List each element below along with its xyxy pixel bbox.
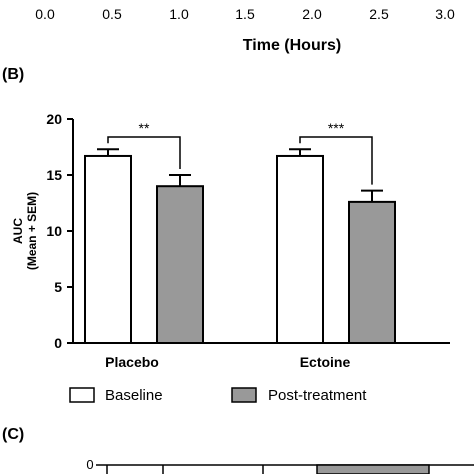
significance-brackets: ** *** [107,120,373,185]
legend-label-baseline: Baseline [105,387,163,404]
top-panel-x-tick-label: 2.0 [302,6,322,22]
legend-swatch-baseline [69,387,95,403]
bars-group [84,154,396,344]
bar-placebo-post-treatment [156,185,204,344]
panel-c-label: (C) [2,426,24,443]
panel-c-y-tick-0: 0 [86,457,93,472]
top-panel-x-tick-label: 1.5 [235,6,255,22]
y-tick-label: 15 [46,167,62,183]
top-panel-x-tick-label: 0.5 [102,6,122,22]
y-tick-label: 0 [54,335,62,351]
y-axis-ticks: 0 5 10 15 20 [46,111,73,351]
y-axis-title-line2: (Mean + SEM) [25,192,39,270]
error-bars-group [97,148,383,202]
significance-label-placebo: ** [139,120,150,136]
y-axis-title: AUC (Mean + SEM) [11,192,39,270]
bar-placebo-baseline [84,154,132,344]
y-tick-label: 5 [54,279,62,295]
bar-ectoine-post-treatment [348,200,396,344]
significance-bracket-ectoine [299,136,373,185]
top-panel-x-axis-title: Time (Hours) [243,37,341,54]
panel-c-axis-remnant [96,464,474,474]
legend-swatch-post-treatment [231,387,257,403]
panel-b-label: (B) [2,66,24,83]
y-axis-title-line1: AUC [11,218,25,244]
legend-label-post-treatment: Post-treatment [268,387,367,404]
top-panel-x-tick-label: 0.0 [35,6,55,22]
top-panel-x-tick-label: 3.0 [435,6,455,22]
category-label-ectoine: Ectoine [300,354,351,370]
bar-ectoine-baseline [276,154,324,344]
y-tick-label: 10 [46,223,62,239]
legend: Baseline Post-treatment [69,387,367,404]
top-panel-x-ticks: 0.0 0.5 1.0 1.5 2.0 2.5 3.0 [35,6,455,22]
top-panel-x-tick-label: 1.0 [169,6,189,22]
significance-bracket-placebo [107,136,181,169]
significance-label-ectoine: *** [328,120,345,136]
y-tick-label: 20 [46,111,62,127]
category-label-placebo: Placebo [105,354,159,370]
top-panel-x-tick-label: 2.5 [369,6,389,22]
